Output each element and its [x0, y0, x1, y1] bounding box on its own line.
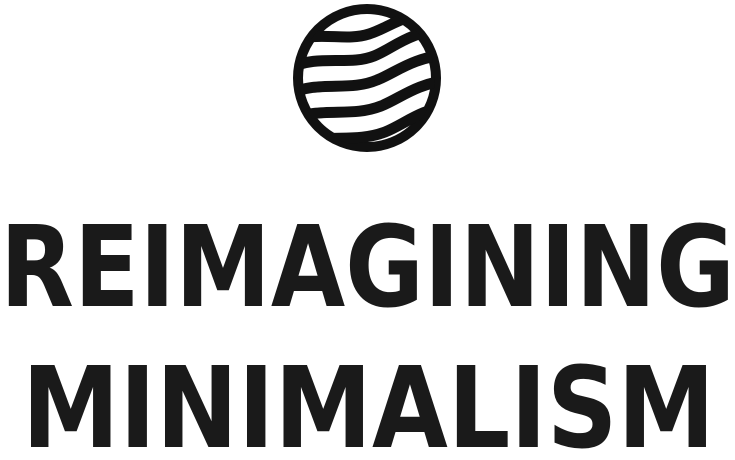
globe-stripe-2	[299, 22, 435, 74]
globe-stripe-3	[299, 48, 435, 100]
globe-stripe-4	[299, 74, 435, 126]
globe-ring	[293, 4, 441, 152]
logo-emblem	[289, 2, 445, 154]
striped-globe-icon	[293, 4, 441, 152]
headline-line-1: REIMAGINING	[0, 203, 735, 333]
headline-line-2: MINIMALISM	[22, 344, 715, 460]
